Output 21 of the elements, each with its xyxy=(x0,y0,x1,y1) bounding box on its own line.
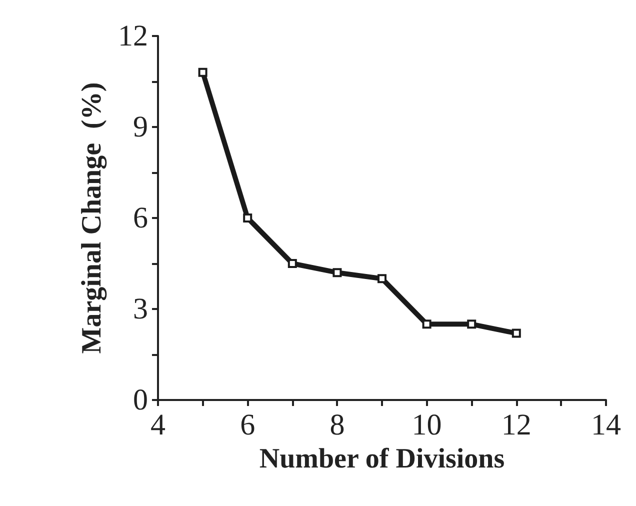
x-tick-label: 14 xyxy=(591,408,621,442)
x-tick-label: 10 xyxy=(412,408,442,442)
point xyxy=(467,320,476,329)
point xyxy=(512,328,521,338)
point xyxy=(332,268,342,278)
y-tick-label: 9 xyxy=(133,110,148,144)
point xyxy=(422,320,432,329)
x-tick-label: 6 xyxy=(240,408,256,442)
y-tick-label: 0 xyxy=(133,384,148,416)
x-tick-label: 4 xyxy=(150,408,166,442)
point xyxy=(288,259,297,268)
y-axis-title: Marginal Change (%) xyxy=(76,82,108,354)
x-tick-label: 12 xyxy=(501,408,532,442)
point xyxy=(198,68,208,77)
point xyxy=(243,214,252,222)
x-axis-title: Number of Divisions xyxy=(259,443,505,474)
point xyxy=(378,274,386,284)
y-tick-label: 12 xyxy=(118,20,148,52)
x-tick-label: 8 xyxy=(330,408,345,442)
y-tick-label: 6 xyxy=(133,202,148,234)
y-tick-label: 3 xyxy=(133,292,148,326)
